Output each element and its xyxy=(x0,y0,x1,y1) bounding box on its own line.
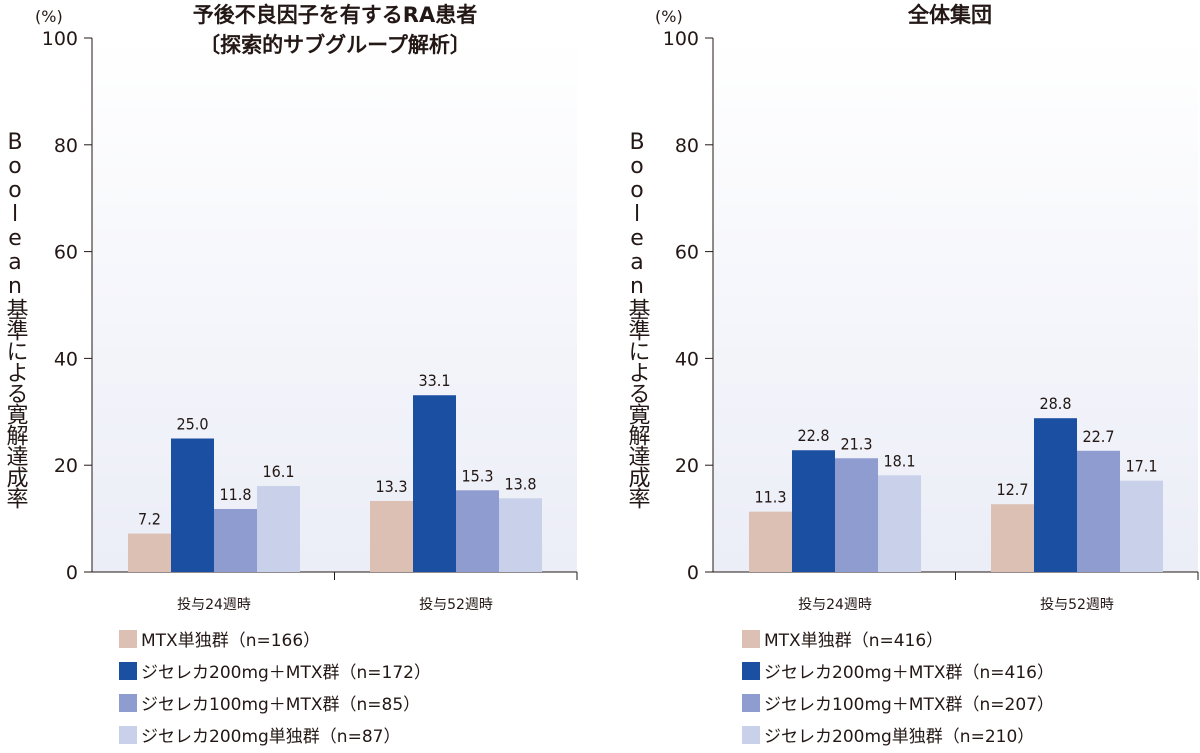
legend-label: ジセレカ100mg＋MTX群（n=85） xyxy=(141,695,420,715)
legend-label: ジセレカ200mg＋MTX群（n=172） xyxy=(141,663,431,683)
chart-panel-1: 予後不良因子を有するRA患者〔探索的サブグループ解析〕 (%) Boolean基準に… xyxy=(3,3,578,747)
x-tick-label: 投与24週時 xyxy=(177,597,251,613)
legend-swatch xyxy=(119,662,137,680)
data-label: 22.7 xyxy=(1082,427,1114,446)
data-label: 13.8 xyxy=(504,474,536,493)
bar xyxy=(413,395,456,572)
legend-label: ジセレカ200mg単独群（n=87） xyxy=(141,727,400,747)
bar xyxy=(171,438,214,572)
y-unit-label: (%) xyxy=(655,7,683,26)
data-label: 11.3 xyxy=(754,488,786,507)
legend-swatch xyxy=(119,694,137,712)
y-tick-label: 80 xyxy=(54,135,78,157)
data-label: 12.7 xyxy=(996,480,1028,499)
y-unit-label: (%) xyxy=(35,7,63,26)
chart-title: 全体集団 xyxy=(907,3,992,27)
bar xyxy=(214,508,257,572)
legend-swatch xyxy=(119,630,137,648)
y-tick-label: 80 xyxy=(675,135,699,157)
bar xyxy=(1034,418,1077,572)
y-tick-label: 0 xyxy=(687,562,699,584)
y-axis-title: Boolean基準による寛解達成率 xyxy=(3,130,29,509)
data-label: 13.3 xyxy=(375,477,407,496)
y-tick-label: 40 xyxy=(675,348,699,370)
legend-label: ジセレカ200mg単独群（n=210） xyxy=(764,727,1034,747)
bar xyxy=(991,504,1034,572)
x-tick-label: 投与52週時 xyxy=(1040,597,1114,613)
legend-swatch xyxy=(742,694,760,712)
data-label: 22.8 xyxy=(797,426,829,445)
y-tick-label: 40 xyxy=(54,348,78,370)
bar xyxy=(1077,450,1120,572)
legend-label: ジセレカ200mg＋MTX群（n=416） xyxy=(764,663,1054,683)
y-tick-label: 20 xyxy=(675,455,699,477)
data-label: 18.1 xyxy=(883,451,915,470)
data-label: 16.1 xyxy=(262,462,294,481)
x-tick-label: 投与24週時 xyxy=(798,597,872,613)
legend-label: ジセレカ100mg＋MTX群（n=207） xyxy=(764,695,1054,715)
bar xyxy=(370,500,413,572)
bar xyxy=(792,450,835,572)
y-tick-label: 0 xyxy=(66,562,78,584)
y-tick-label: 100 xyxy=(42,28,78,50)
bar xyxy=(257,486,300,572)
y-tick-label: 60 xyxy=(54,242,78,264)
data-label: 17.1 xyxy=(1125,457,1157,476)
data-label: 21.3 xyxy=(840,434,872,453)
bar xyxy=(878,475,921,572)
bar xyxy=(456,490,499,572)
data-label: 11.8 xyxy=(219,485,251,504)
x-tick-label: 投与52週時 xyxy=(419,597,493,613)
y-tick-label: 20 xyxy=(54,455,78,477)
data-label: 15.3 xyxy=(461,466,493,485)
y-tick-label: 100 xyxy=(663,28,699,50)
bar xyxy=(1120,480,1163,572)
legend-label: MTX単独群（n=166） xyxy=(141,631,320,651)
legend-swatch xyxy=(119,726,137,744)
chart-title: 予後不良因子を有するRA患者 xyxy=(193,3,477,27)
legend-label: MTX単独群（n=416） xyxy=(764,631,943,651)
data-label: 33.1 xyxy=(418,371,450,390)
data-label: 25.0 xyxy=(176,415,208,434)
bar xyxy=(749,511,792,572)
chart-subtitle: 〔探索的サブグループ解析〕 xyxy=(199,33,471,57)
bar xyxy=(835,458,878,572)
bar xyxy=(499,498,542,572)
chart-panel-2: 全体集団 (%) Boolean基準による寛解達成率 0 20 40 60 80 100 11.3… xyxy=(625,3,1199,747)
data-label: 7.2 xyxy=(138,510,161,529)
legend-swatch xyxy=(742,726,760,744)
bar xyxy=(128,533,171,572)
data-label: 28.8 xyxy=(1039,394,1071,413)
y-axis-title: Boolean基準による寛解達成率 xyxy=(625,130,651,509)
y-tick-label: 60 xyxy=(675,242,699,264)
legend-swatch xyxy=(742,662,760,680)
legend-swatch xyxy=(742,630,760,648)
